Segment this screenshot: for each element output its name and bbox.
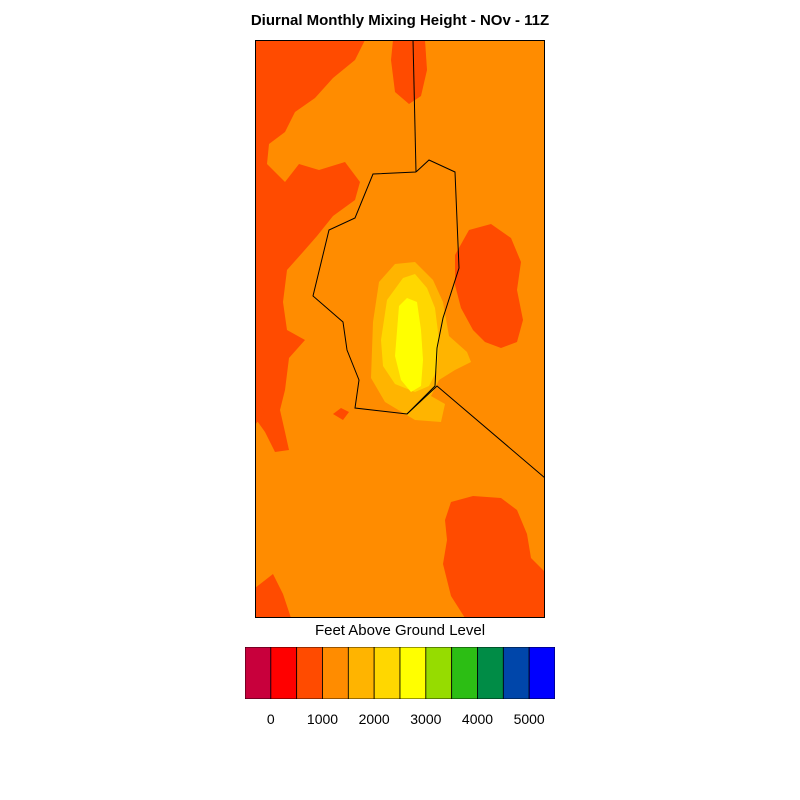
- chart-title: Diurnal Monthly Mixing Height - NOv - 11…: [250, 12, 550, 29]
- colorbar-swatch: [425, 647, 453, 699]
- center-core-region: [395, 298, 423, 392]
- boundary-line: [412, 40, 417, 173]
- west-region: [255, 40, 365, 452]
- colorbar: [245, 647, 555, 699]
- colorbar-ticks: 0 1000 2000 3000 4000 5000: [0, 711, 800, 731]
- colorbar-tick-label: 5000: [513, 711, 545, 727]
- colorbar-swatch: [296, 647, 323, 699]
- west-region: [333, 408, 349, 420]
- colorbar-swatch: [451, 647, 478, 699]
- southeast-region: [443, 496, 545, 618]
- colorbar-tick-label: 4000: [461, 711, 494, 727]
- west-region: [255, 400, 265, 425]
- colorbar-swatch: [502, 647, 530, 699]
- colorbar-swatch: [528, 647, 555, 699]
- colorbar-swatch: [245, 647, 272, 699]
- colorbar-swatch: [322, 647, 349, 699]
- boundary-line: [406, 385, 545, 479]
- colorbar-tick-label: 2000: [358, 711, 390, 727]
- colorbar-swatch: [347, 647, 375, 699]
- colorbar-swatch: [373, 647, 401, 699]
- colorbar-swatch: [270, 647, 298, 699]
- east-region: [455, 224, 523, 348]
- boundary-line: [312, 159, 460, 415]
- colorbar-swatch: [477, 647, 504, 699]
- colorbar-swatch: [399, 647, 427, 699]
- southwest-region: [255, 574, 291, 618]
- colorbar-tick-label: 1000: [306, 711, 339, 727]
- map-frame: [255, 40, 545, 618]
- north-patch-region: [391, 40, 427, 104]
- colorbar-tick-label: 0: [266, 711, 275, 727]
- colorbar-tick-label: 3000: [410, 711, 442, 727]
- contour-map: [255, 40, 545, 618]
- legend-title: Feet Above Ground Level: [314, 622, 486, 639]
